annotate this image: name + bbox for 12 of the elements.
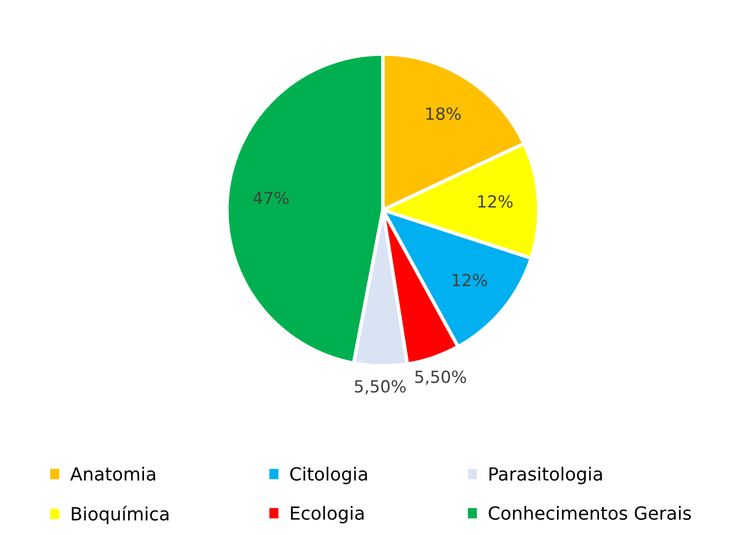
data-label: 47% — [253, 192, 289, 204]
legend-label: Ecologia — [291, 506, 364, 524]
data-label: 18% — [426, 107, 461, 120]
legend-label: Parasitologia — [490, 466, 602, 484]
data-label: 5,50% — [354, 380, 406, 394]
legend-label: Anatomia — [70, 466, 156, 481]
legend-label: Bioquímica — [72, 506, 168, 524]
data-label: 5,50% — [415, 370, 466, 385]
legend-label: Citologia — [290, 466, 367, 484]
data-label: 12% — [452, 274, 488, 286]
data-label: 12% — [478, 195, 513, 208]
legend-label: Conhecimentos Gerais — [488, 506, 691, 520]
